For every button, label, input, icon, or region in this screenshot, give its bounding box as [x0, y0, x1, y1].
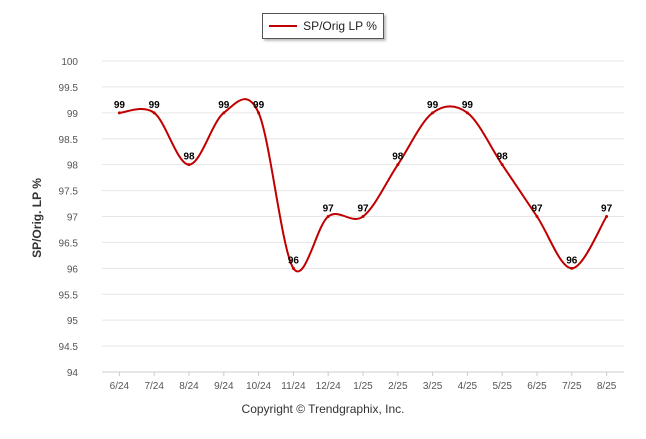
x-tick-label: 4/25 [458, 381, 478, 392]
data-label: 96 [566, 255, 578, 266]
y-tick-label: 98 [67, 161, 79, 172]
data-label: 97 [357, 204, 369, 215]
data-label: 97 [323, 204, 335, 215]
x-tick-label: 7/25 [562, 381, 582, 392]
data-label: 99 [114, 100, 126, 111]
x-tick-label: 10/24 [246, 381, 271, 392]
x-tick-label: 5/25 [492, 381, 512, 392]
data-point [291, 266, 295, 270]
data-point [222, 111, 226, 115]
data-point [570, 266, 574, 270]
data-point [117, 111, 121, 115]
y-tick-label: 95 [67, 316, 79, 327]
y-tick-label: 100 [61, 57, 78, 68]
y-tick-label: 99 [67, 109, 79, 120]
data-label: 98 [183, 152, 195, 163]
y-tick-label: 99.5 [59, 83, 79, 94]
data-point [465, 111, 469, 115]
legend-swatch [269, 25, 298, 27]
data-point [152, 111, 156, 115]
data-label: 99 [427, 100, 439, 111]
x-tick-label: 3/25 [423, 381, 443, 392]
y-tick-label: 94.5 [59, 342, 79, 353]
copyright-credit: Copyright © Trendgraphix, Inc. [241, 402, 405, 416]
y-tick-label: 96 [67, 264, 79, 275]
y-axis-title: SP/Orig. LP % [30, 178, 44, 258]
data-label: 97 [601, 204, 613, 215]
data-label: 99 [149, 100, 161, 111]
data-point [500, 163, 504, 167]
data-label: 97 [531, 204, 543, 215]
legend[interactable]: SP/Orig LP % [262, 13, 384, 39]
data-point [431, 111, 435, 115]
data-point [326, 215, 330, 218]
data-point [187, 163, 191, 167]
data-label: 99 [462, 100, 474, 111]
data-point [257, 111, 261, 115]
y-tick-label: 97.5 [59, 187, 79, 198]
data-label: 98 [392, 152, 404, 163]
data-label: 99 [253, 100, 265, 111]
x-tick-label: 12/24 [316, 381, 341, 392]
series-line [119, 98, 608, 273]
y-tick-label: 96.5 [59, 238, 79, 249]
x-tick-label: 8/24 [179, 381, 199, 392]
x-tick-label: 7/24 [144, 381, 164, 392]
y-tick-label: 95.5 [59, 290, 79, 301]
legend-label: SP/Orig LP % [303, 19, 377, 33]
x-tick-label: 8/25 [597, 381, 617, 392]
x-tick-label: 11/24 [281, 381, 306, 392]
y-tick-label: 97 [67, 213, 79, 224]
x-tick-label: 1/25 [353, 381, 373, 392]
data-point [361, 215, 365, 218]
data-label: 96 [288, 255, 300, 266]
data-point [535, 215, 539, 218]
y-tick-label: 94 [67, 368, 79, 379]
x-tick-label: 9/24 [214, 381, 234, 392]
x-tick-label: 6/25 [527, 381, 547, 392]
x-tick-label: 2/25 [388, 381, 408, 392]
x-tick-label: 6/24 [110, 381, 130, 392]
data-point [396, 163, 400, 167]
data-label: 99 [218, 100, 230, 111]
data-point [605, 215, 609, 218]
data-label: 98 [497, 152, 509, 163]
y-tick-label: 98.5 [59, 135, 79, 146]
